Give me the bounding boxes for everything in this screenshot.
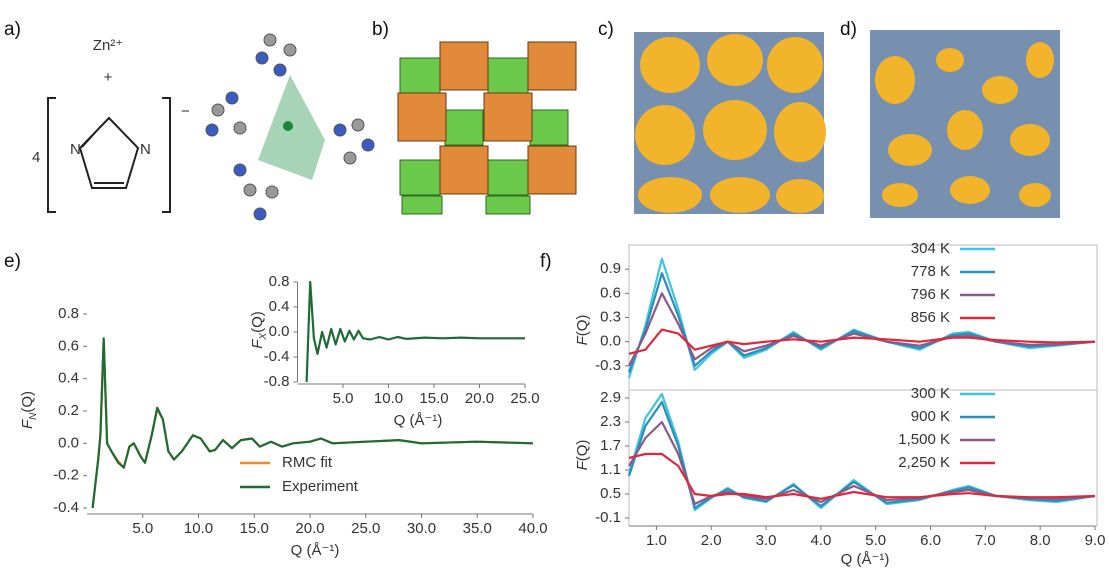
x-tick-label: 25.0	[510, 390, 539, 407]
legend-label: 856 K	[911, 309, 950, 326]
y-tick-label: -0.4	[264, 348, 290, 365]
y-axis-label-part: (Q)	[574, 440, 591, 462]
y-axis-label-part: (Q)	[249, 311, 266, 333]
legend-label: RMC fit	[282, 454, 333, 471]
framework-tiles	[398, 42, 576, 214]
y-axis-label-part: (Q)	[19, 391, 36, 413]
data-line	[629, 402, 1095, 508]
panel-label: b)	[372, 19, 389, 40]
x-tick-label: 10.0	[184, 520, 213, 537]
x-axis-label: Q (Å⁻¹)	[394, 412, 443, 429]
y-tick-label: 0.5	[600, 485, 621, 502]
x-tick-label: 5.0	[132, 520, 153, 537]
y-tick-label: -0.2	[53, 467, 79, 484]
y-tick-label: 0.0	[600, 333, 621, 350]
panel-label: e)	[4, 251, 21, 272]
charge: −	[181, 103, 190, 120]
imidazolate-scheme: Zn²⁺ + 4 − N N	[32, 34, 374, 220]
y-tick-label: -0.8	[264, 373, 290, 390]
panel-label: f)	[540, 251, 552, 272]
x-axis-label: Q (Å⁻¹)	[291, 542, 340, 559]
y-tick-label: 0.8	[269, 273, 290, 290]
x-tick-label: 5.0	[865, 532, 886, 549]
y-tick-label: 0.6	[58, 337, 79, 354]
data-line	[629, 454, 1095, 499]
x-tick-label: 1.0	[646, 532, 667, 549]
data-line	[629, 293, 1095, 366]
legend-label: 900 K	[911, 408, 950, 425]
y-tick-label: 2.9	[600, 389, 621, 406]
y-tick-label: 0.4	[269, 298, 290, 315]
legend-label: 304 K	[911, 240, 950, 257]
y-tick-label: -0.1	[595, 509, 621, 526]
x-tick-label: 6.0	[920, 532, 941, 549]
y-tick-label: 0.0	[58, 434, 79, 451]
legend-label: 778 K	[911, 263, 950, 280]
x-tick-label: 15.0	[419, 390, 448, 407]
x-tick-label: 40.0	[518, 520, 547, 537]
y-tick-label: 0.4	[58, 370, 79, 387]
panel-label: c)	[598, 19, 614, 40]
y-tick-label: 0.8	[58, 305, 79, 322]
x-tick-label: 3.0	[756, 532, 777, 549]
x-tick-label: 10.0	[374, 390, 403, 407]
amorphous-structure	[870, 30, 1060, 218]
y-axis-label: F(Q)	[574, 315, 591, 346]
atom-label: N	[140, 141, 151, 158]
x-tick-label: 9.0	[1085, 532, 1106, 549]
plot-frame	[629, 245, 1097, 526]
y-tick-label: 0.3	[600, 308, 621, 325]
count: 4	[32, 149, 40, 166]
x-tick-label: 2.0	[701, 532, 722, 549]
y-tick-label: -0.3	[595, 357, 621, 374]
y-tick-label: 0.6	[600, 284, 621, 301]
x-tick-label: 15.0	[240, 520, 269, 537]
panel-label: d)	[840, 19, 857, 40]
x-tick-label: 30.0	[407, 520, 436, 537]
x-tick-label: 20.0	[295, 520, 324, 537]
figure: a) b) c) d) e) f) Zn²⁺ + 4 − N N	[0, 0, 1109, 570]
x-tick-label: 20.0	[465, 390, 494, 407]
data-line	[629, 259, 1095, 378]
y-tick-label: 0.2	[58, 402, 79, 419]
legend-label: 796 K	[911, 286, 950, 303]
legend-label: 1,500 K	[898, 431, 950, 448]
zinc-ion: Zn²⁺	[93, 37, 123, 54]
y-tick-label: 2.3	[600, 413, 621, 430]
ring	[80, 118, 138, 188]
x-axis-label: Q (Å⁻¹)	[841, 551, 890, 568]
legend-label: 300 K	[911, 385, 950, 402]
x-tick-label: 5.0	[333, 390, 354, 407]
x-tick-label: 35.0	[463, 520, 492, 537]
x-tick-label: 8.0	[1030, 532, 1051, 549]
zinc-atom	[283, 121, 293, 131]
plus-sign: +	[104, 69, 113, 86]
y-tick-label: 0.9	[600, 260, 621, 277]
atom-label: N	[70, 141, 81, 158]
y-tick-label: -0.4	[53, 499, 79, 516]
y-axis-label: FX(Q)	[249, 311, 269, 349]
y-axis-label: FN(Q)	[19, 391, 39, 429]
x-tick-label: 4.0	[810, 532, 831, 549]
y-tick-label: 0.0	[269, 323, 290, 340]
y-axis-label-part: (Q)	[574, 315, 591, 337]
x-tick-label: 25.0	[351, 520, 380, 537]
y-axis-label: F(Q)	[574, 440, 591, 471]
panel-label: a)	[4, 19, 21, 40]
y-tick-label: 1.7	[600, 437, 621, 454]
ordered-structure	[634, 32, 826, 214]
data-line	[629, 422, 1095, 504]
y-tick-label: 1.1	[600, 461, 621, 478]
x-tick-label: 7.0	[975, 532, 996, 549]
bracket	[48, 98, 170, 212]
data-line	[307, 282, 525, 382]
legend-label: 2,250 K	[898, 454, 950, 471]
legend-label: Experiment	[282, 478, 359, 495]
